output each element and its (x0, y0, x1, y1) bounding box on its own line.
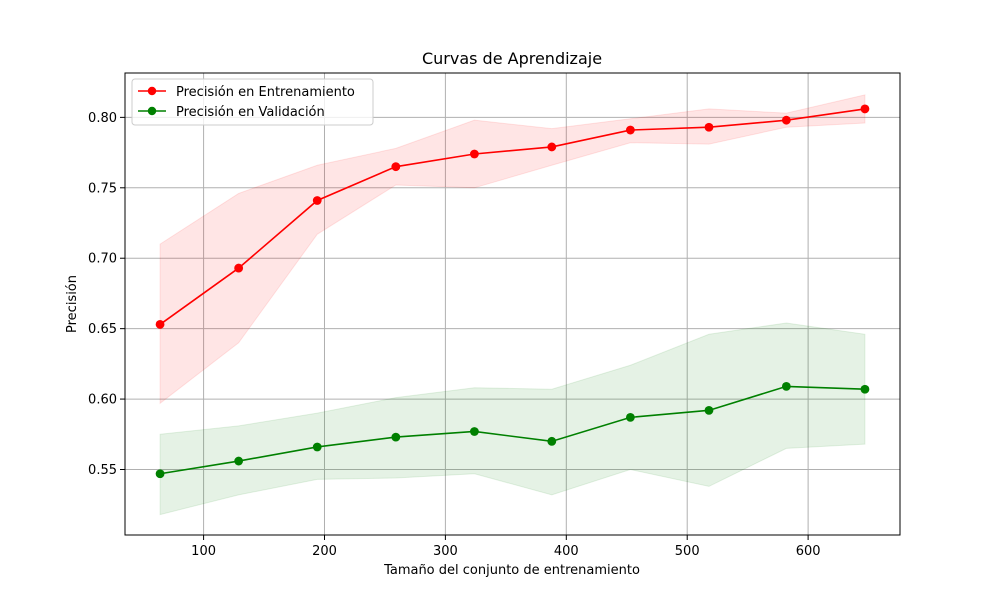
point-train (625, 125, 635, 135)
line-train (159, 108, 866, 326)
legend-marker-validation (147, 106, 157, 116)
y-tick-label: 0.60 (88, 393, 117, 408)
point-train (312, 196, 322, 205)
point-train (234, 263, 244, 273)
point-validation (781, 381, 791, 391)
x-tick-label: 500 (675, 544, 700, 559)
point-validation (625, 412, 635, 422)
legend-marker-train (147, 86, 157, 96)
confidence-bands (159, 94, 866, 516)
legend-label-validation: Precisión en Validación (176, 105, 325, 120)
chart-title: Curvas de Aprendizaje (422, 49, 602, 68)
y-axis-ticks: 0.55 0.60 0.65 0.70 0.75 0.80 (88, 111, 125, 478)
point-validation (470, 427, 479, 436)
x-tick-label: 200 (312, 544, 337, 559)
band-validation (159, 322, 866, 516)
point-train (391, 162, 401, 172)
point-train (470, 149, 479, 159)
x-axis-label: Tamaño del conjunto de entrenamiento (383, 563, 640, 578)
y-tick-label: 0.55 (88, 463, 117, 478)
y-tick-label: 0.75 (88, 181, 117, 196)
x-tick-label: 100 (191, 544, 216, 559)
point-validation (312, 442, 322, 452)
grid (125, 73, 900, 535)
y-tick-label: 0.70 (88, 252, 117, 267)
y-axis-label: Precisión (65, 275, 80, 333)
point-train (704, 122, 714, 132)
point-validation (704, 405, 714, 415)
y-tick-label: 0.80 (88, 111, 117, 126)
series-points (155, 104, 870, 479)
point-validation (860, 384, 870, 394)
x-tick-label: 400 (554, 544, 579, 559)
x-tick-label: 300 (433, 544, 458, 559)
band-train (159, 94, 866, 405)
x-axis-ticks: 100 200 300 400 500 600 (191, 535, 821, 559)
point-validation (391, 432, 401, 442)
point-train (547, 142, 557, 152)
point-validation (155, 469, 165, 479)
point-train (860, 104, 870, 114)
y-tick-label: 0.65 (88, 322, 117, 337)
line-validation (159, 385, 865, 475)
point-validation (547, 436, 557, 446)
point-validation (234, 456, 244, 466)
point-train (781, 115, 791, 125)
point-train (155, 320, 165, 329)
legend: Precisión en Entrenamiento Precisión en … (131, 78, 374, 126)
legend-box (131, 78, 374, 126)
legend-label-train: Precisión en Entrenamiento (176, 85, 355, 100)
x-tick-label: 600 (796, 544, 821, 559)
plot-frame (124, 72, 901, 536)
series-lines (159, 108, 866, 475)
